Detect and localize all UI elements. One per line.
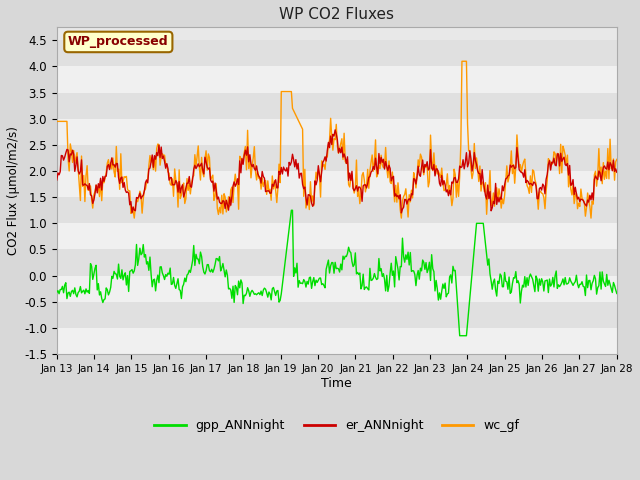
gpp_ANNnight <box>357 286 365 292</box>
Bar <box>57 40 617 67</box>
gpp_ANNnight <box>456 333 463 338</box>
wc_gf <box>514 150 522 156</box>
Bar <box>57 93 617 119</box>
er_ANNnight <box>332 127 339 133</box>
Text: WP_processed: WP_processed <box>68 36 169 48</box>
Legend: gpp_ANNnight, er_ANNnight, wc_gf: gpp_ANNnight, er_ANNnight, wc_gf <box>149 414 524 437</box>
wc_gf <box>613 156 621 162</box>
Line: er_ANNnight: er_ANNnight <box>57 130 617 213</box>
Bar <box>57 145 617 171</box>
wc_gf <box>458 59 466 64</box>
Title: WP CO2 Fluxes: WP CO2 Fluxes <box>279 7 394 22</box>
er_ANNnight <box>602 166 609 171</box>
X-axis label: Time: Time <box>321 376 352 390</box>
gpp_ANNnight <box>53 289 61 295</box>
er_ANNnight <box>388 175 396 180</box>
er_ANNnight <box>323 148 331 154</box>
gpp_ANNnight <box>602 284 609 289</box>
gpp_ANNnight <box>387 260 395 266</box>
wc_gf <box>320 162 328 168</box>
gpp_ANNnight <box>287 207 295 213</box>
gpp_ANNnight <box>320 283 328 288</box>
wc_gf <box>387 180 395 186</box>
Bar <box>57 276 617 302</box>
er_ANNnight <box>514 156 522 162</box>
Bar <box>57 223 617 250</box>
wc_gf <box>53 119 61 124</box>
er_ANNnight <box>128 210 136 216</box>
er_ANNnight <box>53 177 61 183</box>
Y-axis label: CO2 Flux (μmol/m2/s): CO2 Flux (μmol/m2/s) <box>7 126 20 255</box>
Bar <box>57 302 617 328</box>
wc_gf <box>323 154 331 160</box>
er_ANNnight <box>358 198 366 204</box>
gpp_ANNnight <box>514 278 522 284</box>
er_ANNnight <box>613 169 621 175</box>
Line: gpp_ANNnight: gpp_ANNnight <box>57 210 617 336</box>
wc_gf <box>602 168 609 174</box>
Bar <box>57 67 617 93</box>
er_ANNnight <box>320 157 328 163</box>
gpp_ANNnight <box>613 290 621 296</box>
Line: wc_gf: wc_gf <box>57 61 617 218</box>
Bar <box>57 328 617 354</box>
Bar <box>57 119 617 145</box>
gpp_ANNnight <box>323 262 331 267</box>
wc_gf <box>131 215 138 221</box>
Bar <box>57 250 617 276</box>
wc_gf <box>357 191 365 197</box>
Bar <box>57 171 617 197</box>
Bar <box>57 197 617 223</box>
